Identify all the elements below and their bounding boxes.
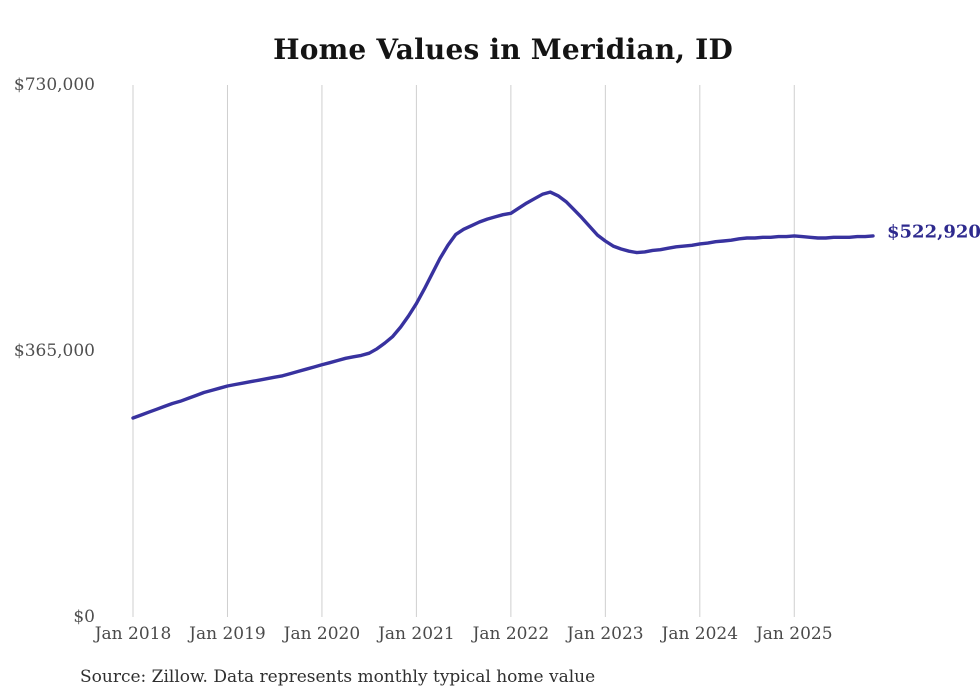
x-axis-tick-label: Jan 2019	[189, 624, 266, 644]
y-axis-tick-label: $365,000	[13, 341, 95, 361]
chart-title: Home Values in Meridian, ID	[273, 33, 733, 66]
latest-value-label: $522,920	[887, 221, 980, 243]
x-axis-tick-label: Jan 2024	[661, 624, 739, 644]
x-axis-tick-label: Jan 2025	[755, 624, 833, 644]
y-axis-tick-label: $0	[73, 607, 95, 627]
x-axis-tick-label: Jan 2020	[283, 624, 361, 644]
x-axis-tick-label: Jan 2021	[378, 624, 455, 644]
home-value-line	[131, 190, 875, 420]
x-axis-tick-label: Jan 2022	[472, 624, 550, 644]
x-axis-tick-label: Jan 2018	[94, 624, 172, 644]
y-axis-tick-label: $730,000	[13, 75, 95, 95]
vertical-gridlines	[132, 85, 795, 617]
source-note: Source: Zillow. Data represents monthly …	[80, 667, 596, 687]
x-axis-tick-label: Jan 2023	[567, 624, 644, 644]
